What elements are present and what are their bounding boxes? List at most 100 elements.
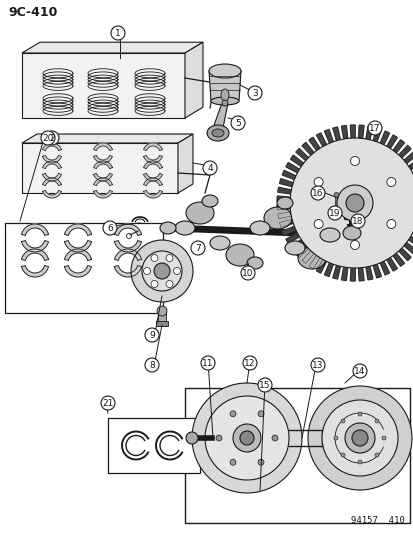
Polygon shape bbox=[301, 142, 313, 155]
Bar bbox=[158, 308, 166, 326]
Polygon shape bbox=[379, 261, 389, 275]
Circle shape bbox=[101, 396, 115, 410]
Polygon shape bbox=[21, 265, 48, 277]
Ellipse shape bbox=[209, 236, 230, 250]
Circle shape bbox=[166, 255, 173, 262]
Circle shape bbox=[247, 86, 261, 100]
Polygon shape bbox=[143, 190, 162, 198]
Polygon shape bbox=[64, 249, 91, 261]
Circle shape bbox=[344, 423, 374, 453]
Polygon shape bbox=[93, 173, 112, 181]
Text: 6: 6 bbox=[107, 223, 113, 232]
Circle shape bbox=[230, 116, 244, 130]
Polygon shape bbox=[143, 178, 162, 185]
Circle shape bbox=[340, 453, 344, 457]
Polygon shape bbox=[178, 134, 192, 193]
Polygon shape bbox=[372, 128, 380, 142]
Circle shape bbox=[145, 358, 159, 372]
Ellipse shape bbox=[185, 202, 214, 224]
Polygon shape bbox=[43, 143, 61, 151]
Circle shape bbox=[333, 436, 337, 440]
Ellipse shape bbox=[221, 100, 228, 106]
Ellipse shape bbox=[209, 64, 240, 78]
Polygon shape bbox=[341, 267, 347, 280]
Polygon shape bbox=[22, 53, 185, 118]
Ellipse shape bbox=[211, 97, 238, 105]
Circle shape bbox=[336, 185, 372, 221]
Text: 17: 17 bbox=[368, 124, 380, 133]
Polygon shape bbox=[316, 133, 326, 147]
Circle shape bbox=[289, 138, 413, 268]
Polygon shape bbox=[93, 161, 112, 168]
Text: 20: 20 bbox=[42, 133, 54, 142]
Polygon shape bbox=[411, 166, 413, 176]
Polygon shape bbox=[285, 233, 299, 244]
Polygon shape bbox=[22, 42, 202, 53]
Polygon shape bbox=[93, 178, 112, 185]
Polygon shape bbox=[143, 173, 162, 181]
Ellipse shape bbox=[221, 89, 228, 101]
Circle shape bbox=[357, 460, 361, 464]
Polygon shape bbox=[308, 138, 319, 150]
Ellipse shape bbox=[159, 222, 176, 234]
Circle shape bbox=[230, 459, 235, 465]
Polygon shape bbox=[411, 230, 413, 240]
Ellipse shape bbox=[142, 251, 182, 291]
Polygon shape bbox=[22, 143, 178, 193]
Polygon shape bbox=[308, 255, 319, 269]
Polygon shape bbox=[332, 127, 339, 141]
Polygon shape bbox=[408, 159, 413, 169]
Circle shape bbox=[345, 194, 363, 212]
Polygon shape bbox=[114, 224, 141, 236]
Polygon shape bbox=[43, 156, 61, 163]
Polygon shape bbox=[365, 266, 372, 280]
Polygon shape bbox=[212, 103, 228, 128]
Polygon shape bbox=[316, 260, 326, 273]
Circle shape bbox=[350, 157, 358, 166]
Circle shape bbox=[310, 358, 324, 372]
Circle shape bbox=[192, 383, 301, 493]
Text: 8: 8 bbox=[149, 360, 154, 369]
Polygon shape bbox=[398, 248, 410, 261]
Circle shape bbox=[374, 419, 378, 423]
Ellipse shape bbox=[319, 228, 339, 242]
Circle shape bbox=[111, 26, 125, 40]
Ellipse shape bbox=[247, 257, 262, 269]
Circle shape bbox=[145, 328, 159, 342]
Ellipse shape bbox=[276, 197, 292, 209]
Circle shape bbox=[351, 430, 367, 446]
Circle shape bbox=[45, 131, 59, 145]
Polygon shape bbox=[295, 245, 308, 257]
Polygon shape bbox=[21, 224, 48, 236]
Ellipse shape bbox=[225, 244, 254, 266]
Polygon shape bbox=[403, 152, 413, 164]
Text: 13: 13 bbox=[311, 360, 323, 369]
Text: 2: 2 bbox=[49, 133, 55, 142]
Text: 3: 3 bbox=[252, 88, 257, 98]
Polygon shape bbox=[143, 143, 162, 151]
Text: 11: 11 bbox=[202, 359, 213, 367]
Polygon shape bbox=[386, 135, 396, 148]
Circle shape bbox=[257, 378, 271, 392]
Polygon shape bbox=[392, 253, 404, 266]
Circle shape bbox=[350, 214, 364, 228]
Circle shape bbox=[313, 220, 322, 229]
Polygon shape bbox=[22, 134, 192, 143]
Ellipse shape bbox=[263, 207, 291, 229]
Circle shape bbox=[367, 121, 381, 135]
Polygon shape bbox=[349, 268, 354, 281]
Polygon shape bbox=[332, 265, 339, 279]
Ellipse shape bbox=[284, 241, 304, 255]
Circle shape bbox=[202, 161, 216, 175]
Ellipse shape bbox=[297, 247, 325, 269]
Polygon shape bbox=[392, 140, 404, 153]
Polygon shape bbox=[43, 161, 61, 168]
Polygon shape bbox=[285, 163, 299, 173]
Text: 9: 9 bbox=[149, 330, 154, 340]
Polygon shape bbox=[301, 251, 313, 263]
Text: 10: 10 bbox=[242, 269, 253, 278]
Polygon shape bbox=[290, 155, 303, 166]
Circle shape bbox=[233, 424, 260, 452]
Polygon shape bbox=[324, 130, 332, 143]
Bar bbox=[185, 388, 409, 523]
